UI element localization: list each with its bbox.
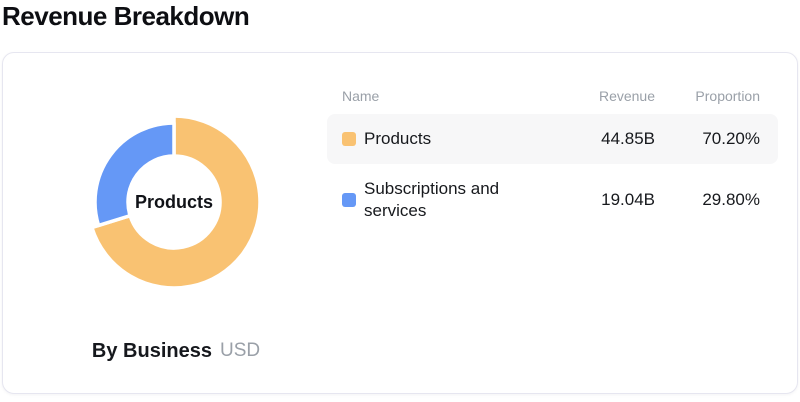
- table-row-subscriptions-and-services[interactable]: Subscriptions and services 19.04B 29.80%: [327, 172, 778, 228]
- row-name: Subscriptions and services: [364, 179, 500, 220]
- row-revenue: 19.04B: [601, 190, 655, 209]
- donut-segment-products[interactable]: [90, 114, 262, 290]
- donut-chart-svg[interactable]: [74, 102, 274, 302]
- chart-caption: By Business USD: [3, 338, 349, 364]
- chart-pane: Products By Business USD: [3, 53, 349, 393]
- page-title: Revenue Breakdown: [2, 1, 250, 31]
- table-row-products[interactable]: Products 44.85B 70.20%: [327, 114, 778, 164]
- header-proportion: Proportion: [695, 88, 760, 104]
- legend-table-header: Name Revenue Proportion: [327, 83, 778, 109]
- row-revenue: 44.85B: [601, 129, 655, 148]
- donut-chart: Products: [74, 102, 274, 302]
- chart-caption-label: By Business: [91, 339, 212, 362]
- header-name: Name: [342, 88, 380, 104]
- chart-caption-unit: USD: [219, 340, 261, 361]
- donut-segment-subscriptions-and-services[interactable]: [93, 121, 176, 228]
- legend-table: Name Revenue Proportion Products 44.85B …: [327, 83, 778, 228]
- row-proportion: 70.20%: [702, 129, 760, 148]
- products-swatch-icon: [342, 132, 356, 146]
- revenue-breakdown-card: Products By Business USD Name Revenue Pr…: [2, 52, 798, 394]
- subscriptions-swatch-icon: [342, 193, 356, 207]
- header-revenue: Revenue: [598, 88, 655, 104]
- row-name: Products: [364, 129, 432, 148]
- row-proportion: 29.80%: [702, 190, 760, 209]
